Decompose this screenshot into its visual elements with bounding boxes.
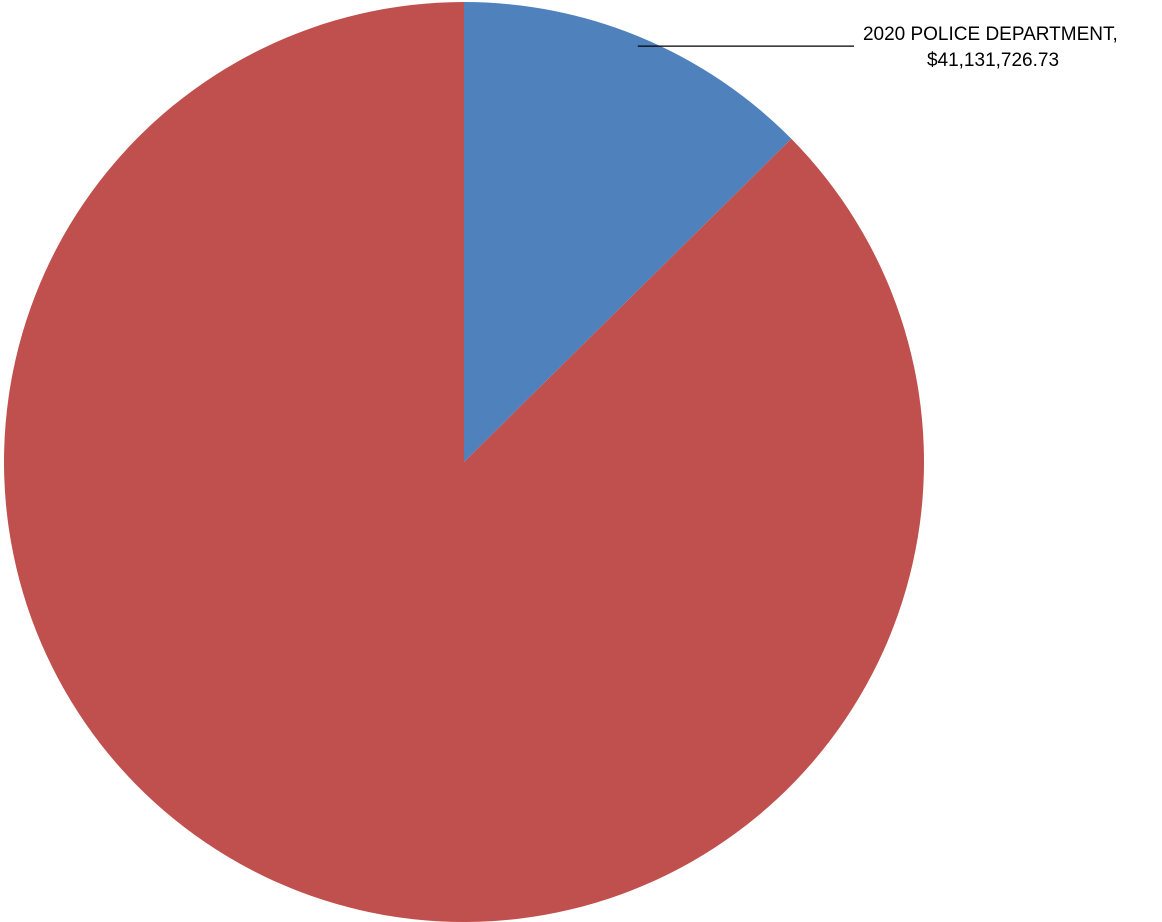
pie-slice-2020-police-department	[464, 2, 792, 462]
pie-labels: 2020 POLICE DEPARTMENT, $41,131,726.73	[637, 24, 1123, 71]
slice-label-police-department: 2020 POLICE DEPARTMENT, $41,131,726.73	[863, 24, 1123, 71]
slice-label-line-2: $41,131,726.73	[927, 50, 1059, 71]
pie-slices	[3, 2, 924, 922]
slice-label-line-1: 2020 POLICE DEPARTMENT,	[863, 24, 1118, 45]
pie-slice-other	[3, 2, 924, 922]
